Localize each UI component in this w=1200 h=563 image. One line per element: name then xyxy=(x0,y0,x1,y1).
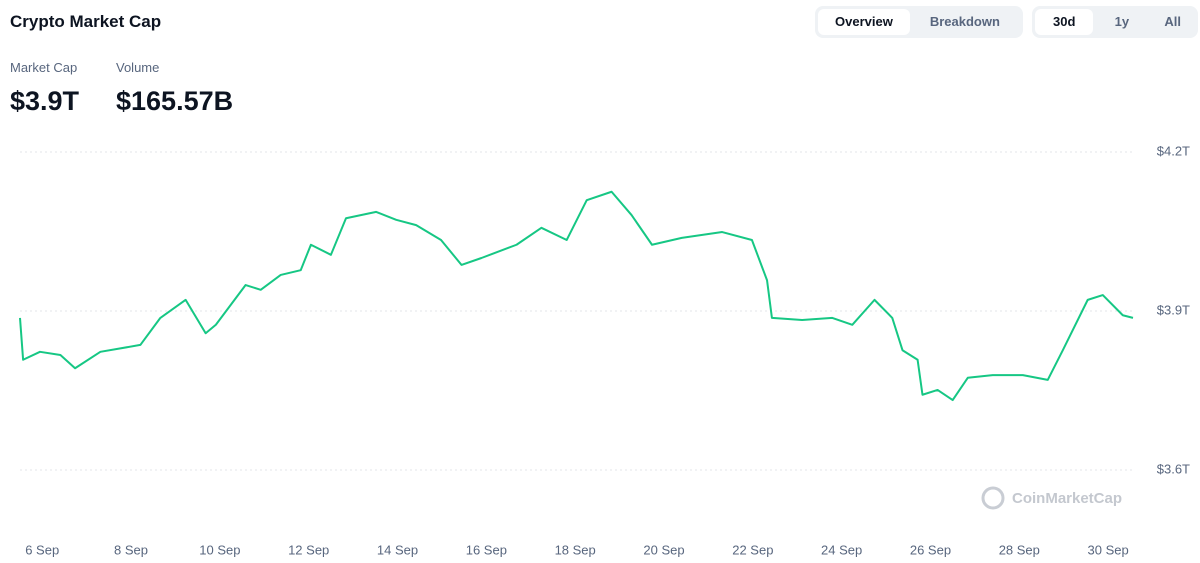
x-tick-label: 20 Sep xyxy=(643,542,684,557)
tab[interactable]: All xyxy=(1164,14,1181,29)
stat-label: Volume xyxy=(116,60,160,75)
logo xyxy=(981,486,1005,510)
tab[interactable]: 30d xyxy=(1035,9,1094,35)
x-tick-label: 24 Sep xyxy=(821,542,862,557)
tab[interactable]: Breakdown xyxy=(929,14,1000,29)
x-tick-label: 22 Sep xyxy=(732,542,773,557)
stat-label: Market Cap xyxy=(10,60,78,75)
title: Crypto Market Cap xyxy=(10,12,162,31)
stat-value: $165.57B xyxy=(116,86,234,116)
y-tick-label: $3.9T xyxy=(1157,302,1190,317)
view-tabs: Overview Breakdown xyxy=(815,6,1023,38)
x-tick-label: 14 Sep xyxy=(377,542,418,557)
tab[interactable]: 1y xyxy=(1114,14,1130,29)
x-tick-label: 16 Sep xyxy=(466,542,507,557)
line xyxy=(19,190,1134,402)
x-tick-label: 18 Sep xyxy=(555,542,596,557)
y-tick-label: $4.2T xyxy=(1157,143,1190,158)
x-tick-label: 26 Sep xyxy=(910,542,951,557)
x-tick-label: 12 Sep xyxy=(288,542,329,557)
watermark: CoinMarketCap xyxy=(1012,490,1122,507)
tab[interactable]: Overview xyxy=(818,9,910,35)
x-tick-label: 10 Sep xyxy=(199,542,240,557)
y-tick-label: $3.6T xyxy=(1157,461,1190,476)
x-tick-label: 8 Sep xyxy=(114,542,148,557)
stat-value: $3.9T xyxy=(10,86,80,116)
x-tick-label: 6 Sep xyxy=(25,542,59,557)
range-tabs: 30d 1y All xyxy=(1032,6,1198,38)
x-tick-label: 30 Sep xyxy=(1088,542,1129,557)
x-tick-label: 28 Sep xyxy=(999,542,1040,557)
